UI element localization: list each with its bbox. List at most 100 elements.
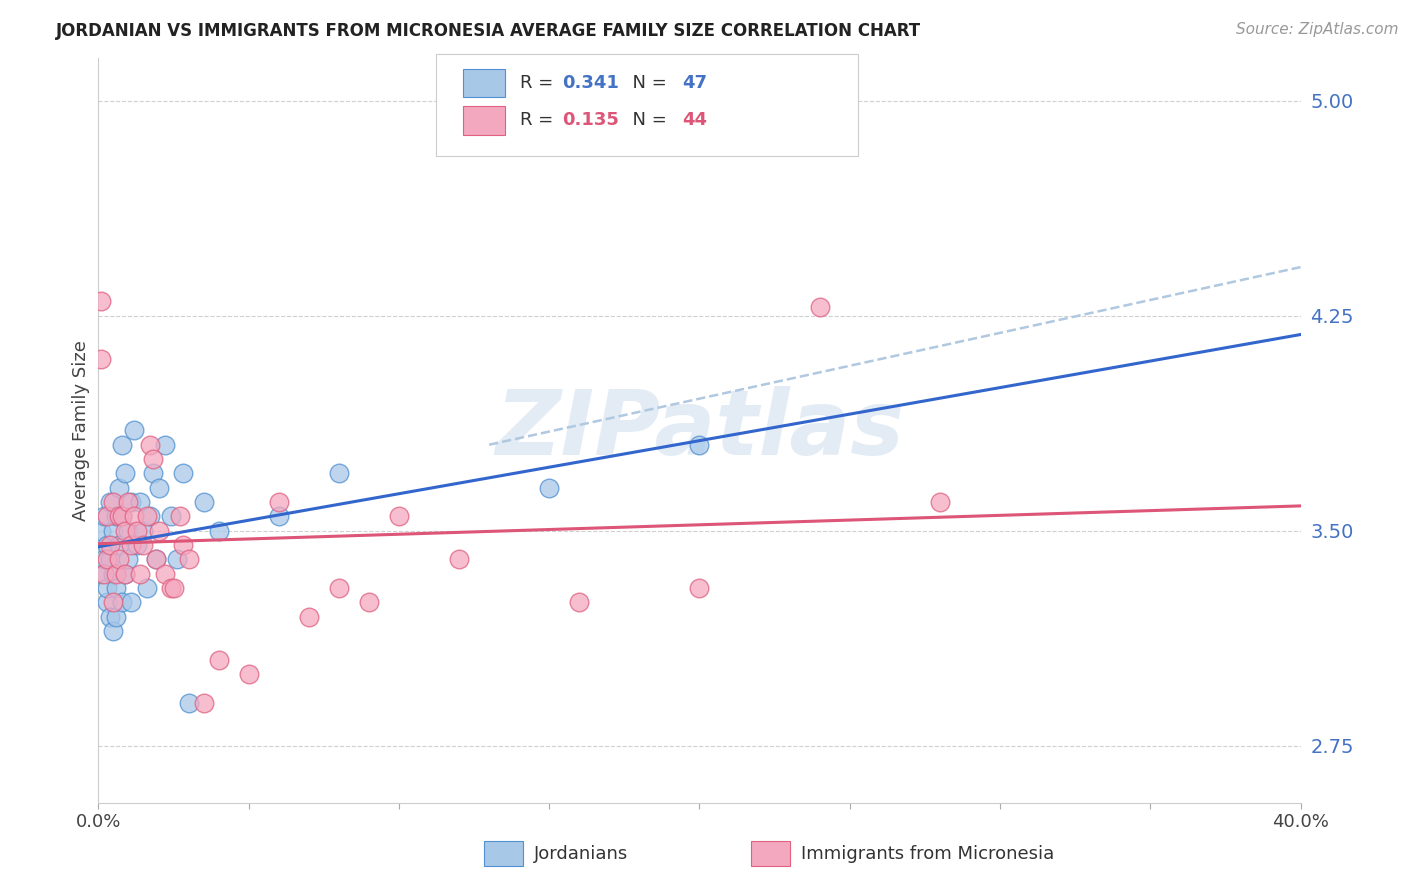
Point [105, 509, 128, 524]
Point [153, 566, 176, 581]
Point [100, 538, 122, 552]
Point [267, 509, 290, 524]
Point [447, 552, 470, 566]
Text: Source: ZipAtlas.com: Source: ZipAtlas.com [1236, 22, 1399, 37]
Text: 44: 44 [682, 112, 707, 129]
Point [114, 524, 136, 538]
Point [129, 566, 152, 581]
Point [96, 552, 118, 566]
Point [238, 666, 260, 681]
Point [108, 481, 131, 495]
Point [96, 538, 118, 552]
Point [169, 509, 191, 524]
Point [208, 524, 231, 538]
Point [162, 581, 184, 595]
Point [148, 524, 170, 538]
Point [689, 438, 711, 452]
Point [159, 581, 181, 595]
Point [114, 566, 136, 581]
Point [117, 495, 139, 509]
Point [90, 524, 112, 538]
Y-axis label: Average Family Size: Average Family Size [72, 340, 90, 521]
Point [172, 538, 194, 552]
Point [135, 581, 157, 595]
Point [135, 509, 157, 524]
Point [538, 481, 561, 495]
Point [159, 509, 181, 524]
Point [357, 595, 380, 609]
Text: 0.341: 0.341 [562, 74, 619, 92]
Text: ZIPatlas: ZIPatlas [495, 386, 904, 475]
Point [100, 495, 122, 509]
Point [105, 566, 128, 581]
Point [568, 595, 591, 609]
Point [100, 609, 122, 624]
Point [117, 524, 139, 538]
Point [121, 538, 143, 552]
Point [166, 552, 188, 566]
Point [93, 509, 115, 524]
Point [177, 696, 200, 710]
Point [108, 552, 131, 566]
Point [132, 524, 155, 538]
Point [93, 566, 115, 581]
Point [111, 509, 134, 524]
Point [148, 481, 170, 495]
Text: 0.135: 0.135 [562, 112, 619, 129]
Point [121, 595, 143, 609]
Point [388, 509, 411, 524]
Point [114, 467, 136, 481]
Point [328, 467, 350, 481]
Text: Jordanians: Jordanians [534, 845, 628, 863]
Text: 47: 47 [682, 74, 707, 92]
Text: R =: R = [520, 112, 560, 129]
Point [127, 524, 149, 538]
Point [124, 509, 146, 524]
Point [121, 495, 143, 509]
Point [145, 552, 167, 566]
Point [177, 552, 200, 566]
Point [141, 467, 163, 481]
Point [103, 566, 125, 581]
Point [172, 467, 194, 481]
Point [117, 552, 139, 566]
Point [93, 552, 115, 566]
Point [105, 581, 128, 595]
Point [90, 566, 112, 581]
Point [929, 495, 952, 509]
Point [108, 538, 131, 552]
Text: JORDANIAN VS IMMIGRANTS FROM MICRONESIA AVERAGE FAMILY SIZE CORRELATION CHART: JORDANIAN VS IMMIGRANTS FROM MICRONESIA … [56, 22, 921, 40]
Point [100, 552, 122, 566]
Point [808, 300, 831, 314]
Point [111, 438, 134, 452]
Text: N =: N = [621, 112, 673, 129]
Point [96, 509, 118, 524]
Point [111, 509, 134, 524]
Point [96, 595, 118, 609]
Point [90, 351, 112, 366]
Text: R =: R = [520, 74, 560, 92]
Point [96, 581, 118, 595]
Point [141, 452, 163, 467]
Point [127, 538, 149, 552]
Point [103, 524, 125, 538]
Point [153, 438, 176, 452]
Point [111, 595, 134, 609]
Text: N =: N = [621, 74, 673, 92]
Point [103, 595, 125, 609]
Point [138, 438, 160, 452]
Point [328, 581, 350, 595]
Point [193, 696, 215, 710]
Point [90, 294, 112, 309]
Point [103, 495, 125, 509]
Point [108, 509, 131, 524]
Point [145, 552, 167, 566]
Point [138, 509, 160, 524]
Point [267, 495, 290, 509]
Point [208, 652, 231, 666]
Point [114, 566, 136, 581]
Point [105, 609, 128, 624]
Point [132, 538, 155, 552]
Point [129, 495, 152, 509]
Text: Immigrants from Micronesia: Immigrants from Micronesia [801, 845, 1054, 863]
